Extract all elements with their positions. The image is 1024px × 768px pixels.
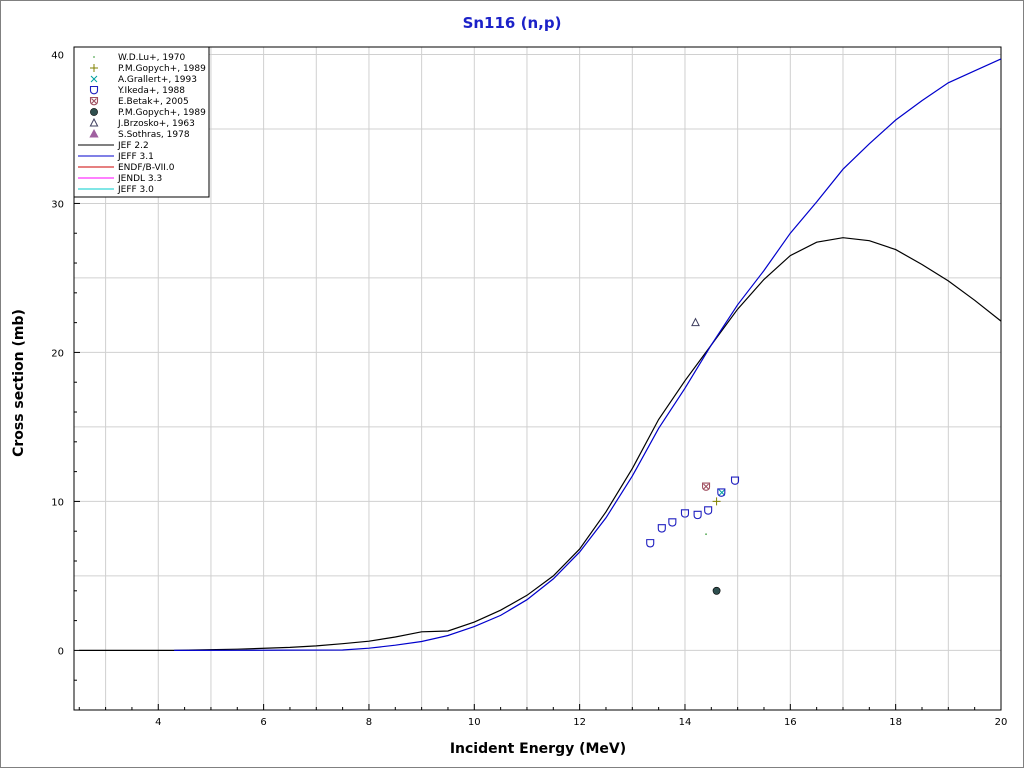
- series: [79, 58, 1002, 651]
- data-point: [657, 524, 666, 533]
- y-tick-label: 30: [51, 199, 64, 210]
- data-point: [717, 488, 726, 497]
- legend-label: S.Sothras, 1978: [118, 130, 190, 140]
- legend-marker: [90, 75, 98, 83]
- legend-marker: [89, 117, 99, 127]
- plot-border: [73, 46, 1002, 711]
- series-line: [174, 58, 1002, 651]
- x-tick-label: 4: [155, 717, 161, 728]
- y-tick-label: 40: [51, 50, 64, 61]
- y-tick-label: 10: [51, 497, 64, 508]
- data-point: [712, 586, 721, 595]
- legend-marker: [90, 64, 98, 72]
- legend-label: W.D.Lu+, 1970: [118, 53, 186, 63]
- y-tick-label: 20: [51, 348, 64, 359]
- legend-marker: [90, 108, 98, 116]
- legend-label: JEF 2.2: [117, 141, 149, 151]
- legend-label: Y.Ikeda+, 1988: [117, 86, 185, 96]
- data-point: [718, 489, 726, 496]
- legend-marker: [89, 128, 99, 138]
- data-point: [705, 533, 707, 536]
- x-tick-label: 20: [995, 717, 1008, 728]
- axes: 4 6 8 10 12 14 16 18 20 0 10 20 30 40: [51, 46, 1008, 728]
- series-line: [79, 237, 1002, 651]
- grid: [74, 47, 1001, 710]
- legend-label: J.Brzosko+, 1963: [117, 119, 195, 129]
- data-point: [704, 506, 713, 515]
- data-point: [701, 482, 711, 491]
- x-tick-label: 18: [889, 717, 902, 728]
- legend-marker: [93, 56, 95, 58]
- legend-label: JENDL 3.3: [117, 174, 162, 184]
- chart-title: Sn116 (n,p): [462, 14, 562, 32]
- legend-label: P.M.Gopych+, 1989: [118, 108, 206, 118]
- legend-marker: [89, 85, 99, 95]
- legend-label: E.Betak+, 2005: [118, 97, 189, 107]
- x-tick-label: 10: [468, 717, 481, 728]
- data-point: [646, 539, 655, 548]
- legend-label: A.Grallert+, 1993: [118, 75, 197, 85]
- legend-label: P.M.Gopych+, 1989: [118, 64, 206, 74]
- legend-label: JEFF 3.0: [117, 185, 154, 195]
- x-tick-label: 16: [784, 717, 797, 728]
- legend-box: [73, 46, 210, 198]
- x-tick-label: 14: [679, 717, 692, 728]
- legend-label: JEFF 3.1: [117, 152, 154, 162]
- data-point: [712, 497, 721, 506]
- data-point: [680, 509, 690, 518]
- data-point: [668, 518, 677, 527]
- data-point: [691, 317, 700, 327]
- data-point: [693, 510, 702, 520]
- x-tick-label: 12: [573, 717, 586, 728]
- data-point: [730, 476, 740, 485]
- x-tick-label: 6: [260, 717, 266, 728]
- y-tick-label: 0: [58, 646, 64, 657]
- legend-label: ENDF/B-VII.0: [118, 163, 175, 173]
- x-tick-label: 8: [366, 717, 372, 728]
- legend-marker: [89, 96, 99, 106]
- x-axis-label: Incident Energy (MeV): [449, 741, 627, 757]
